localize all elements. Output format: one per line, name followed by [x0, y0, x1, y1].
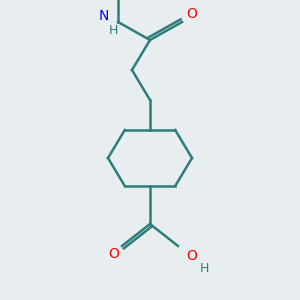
Text: O: O	[187, 249, 197, 263]
Text: H: H	[108, 23, 118, 37]
Text: H: H	[199, 262, 209, 275]
Text: N: N	[99, 9, 109, 23]
Text: O: O	[109, 247, 119, 261]
Text: O: O	[187, 7, 197, 21]
